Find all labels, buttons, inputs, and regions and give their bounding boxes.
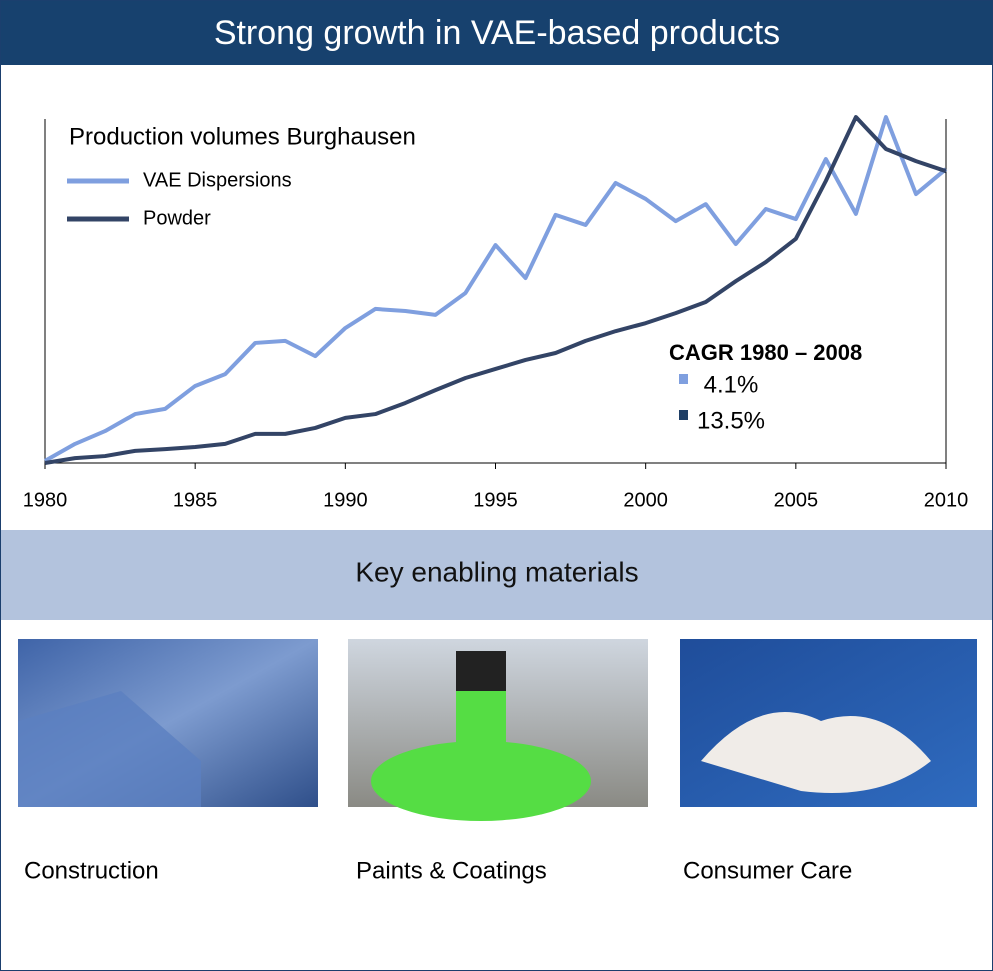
tile-images	[18, 639, 977, 821]
legend-label: Powder	[143, 207, 211, 229]
chart-title: Production volumes Burghausen	[69, 123, 416, 150]
section-bar	[1, 530, 992, 620]
x-tick-label: 2010	[924, 489, 969, 511]
series-line	[44, 115, 947, 465]
annotation-label: 13.5%	[697, 407, 765, 434]
x-tick-label: 2005	[774, 489, 819, 511]
annotation-title: CAGR 1980 – 2008	[669, 340, 862, 365]
tile-caption: Paints & Coatings	[356, 857, 547, 884]
section-title: Key enabling materials	[355, 556, 638, 587]
x-tick-label: 1985	[173, 489, 218, 511]
legend-label: VAE Dispersions	[143, 169, 292, 191]
tile-caption: Consumer Care	[683, 857, 852, 884]
x-tick-label: 1980	[23, 489, 68, 511]
x-tick-label: 2000	[623, 489, 668, 511]
header-title: Strong growth in VAE-based products	[214, 14, 780, 52]
tile-block	[18, 691, 201, 807]
wipe-hand	[701, 712, 931, 793]
annotation-swatch	[679, 374, 688, 384]
header-bar	[1, 1, 992, 65]
annotation-label: 4.1%	[704, 371, 759, 398]
series-line	[44, 115, 948, 463]
x-tick-label: 1995	[473, 489, 518, 511]
annotation-swatch	[679, 410, 688, 420]
x-tick-label: 1990	[323, 489, 368, 511]
tile-caption: Construction	[24, 857, 159, 884]
paint-can	[371, 741, 591, 821]
brush-bristles	[456, 651, 506, 691]
